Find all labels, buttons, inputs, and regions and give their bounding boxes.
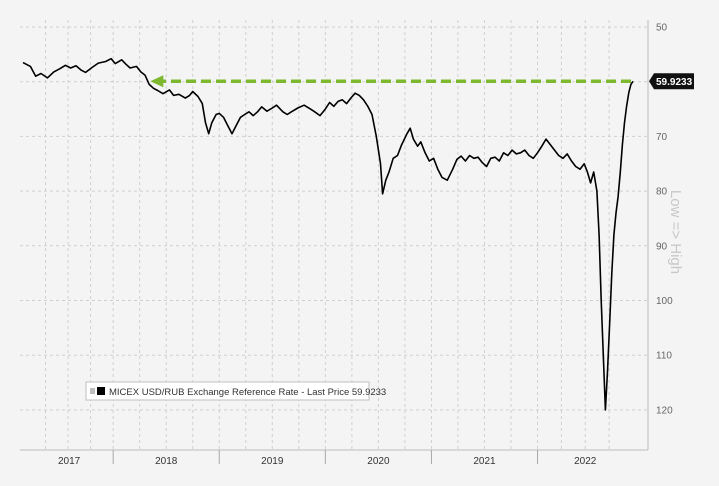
axes: 5060708090100110120201720182019202020212…: [20, 20, 673, 467]
x-tick-label: 2018: [155, 456, 178, 467]
gridlines: [20, 20, 648, 450]
reference-arrow-head: [150, 75, 164, 88]
x-tick-label: 2022: [574, 456, 597, 467]
y-tick-label: 100: [656, 296, 673, 307]
legend-box: [85, 381, 370, 401]
y-axis-side-label: Low => High: [667, 190, 684, 274]
y-tick-label: 80: [656, 187, 668, 198]
last-value-badge: 59.9233: [649, 73, 694, 90]
legend: MICEX USD/RUB Exchange Reference Rate - …: [85, 381, 386, 401]
x-tick-label: 2020: [367, 456, 390, 467]
legend-entry: MICEX USD/RUB Exchange Reference Rate - …: [109, 387, 386, 398]
y-tick-label: 90: [656, 241, 668, 252]
y-tick-label: 120: [656, 405, 673, 416]
last-value-label: 59.9233: [656, 77, 693, 88]
series-layer: [22, 57, 634, 411]
last-value-bg: [649, 73, 694, 90]
x-tick-label: 2019: [261, 456, 284, 467]
y-tick-label: 70: [656, 132, 668, 143]
x-tick-label: 2021: [473, 456, 496, 467]
y-tick-label: 50: [656, 23, 668, 34]
legend-swatch: [97, 387, 105, 395]
legend-handle-icon: [90, 388, 95, 394]
annotations: 59.9233: [150, 73, 694, 90]
plot-background: [20, 20, 648, 450]
x-tick-label: 2017: [58, 456, 81, 467]
y-tick-label: 110: [656, 351, 672, 362]
series-line-usdrub: [22, 57, 634, 411]
